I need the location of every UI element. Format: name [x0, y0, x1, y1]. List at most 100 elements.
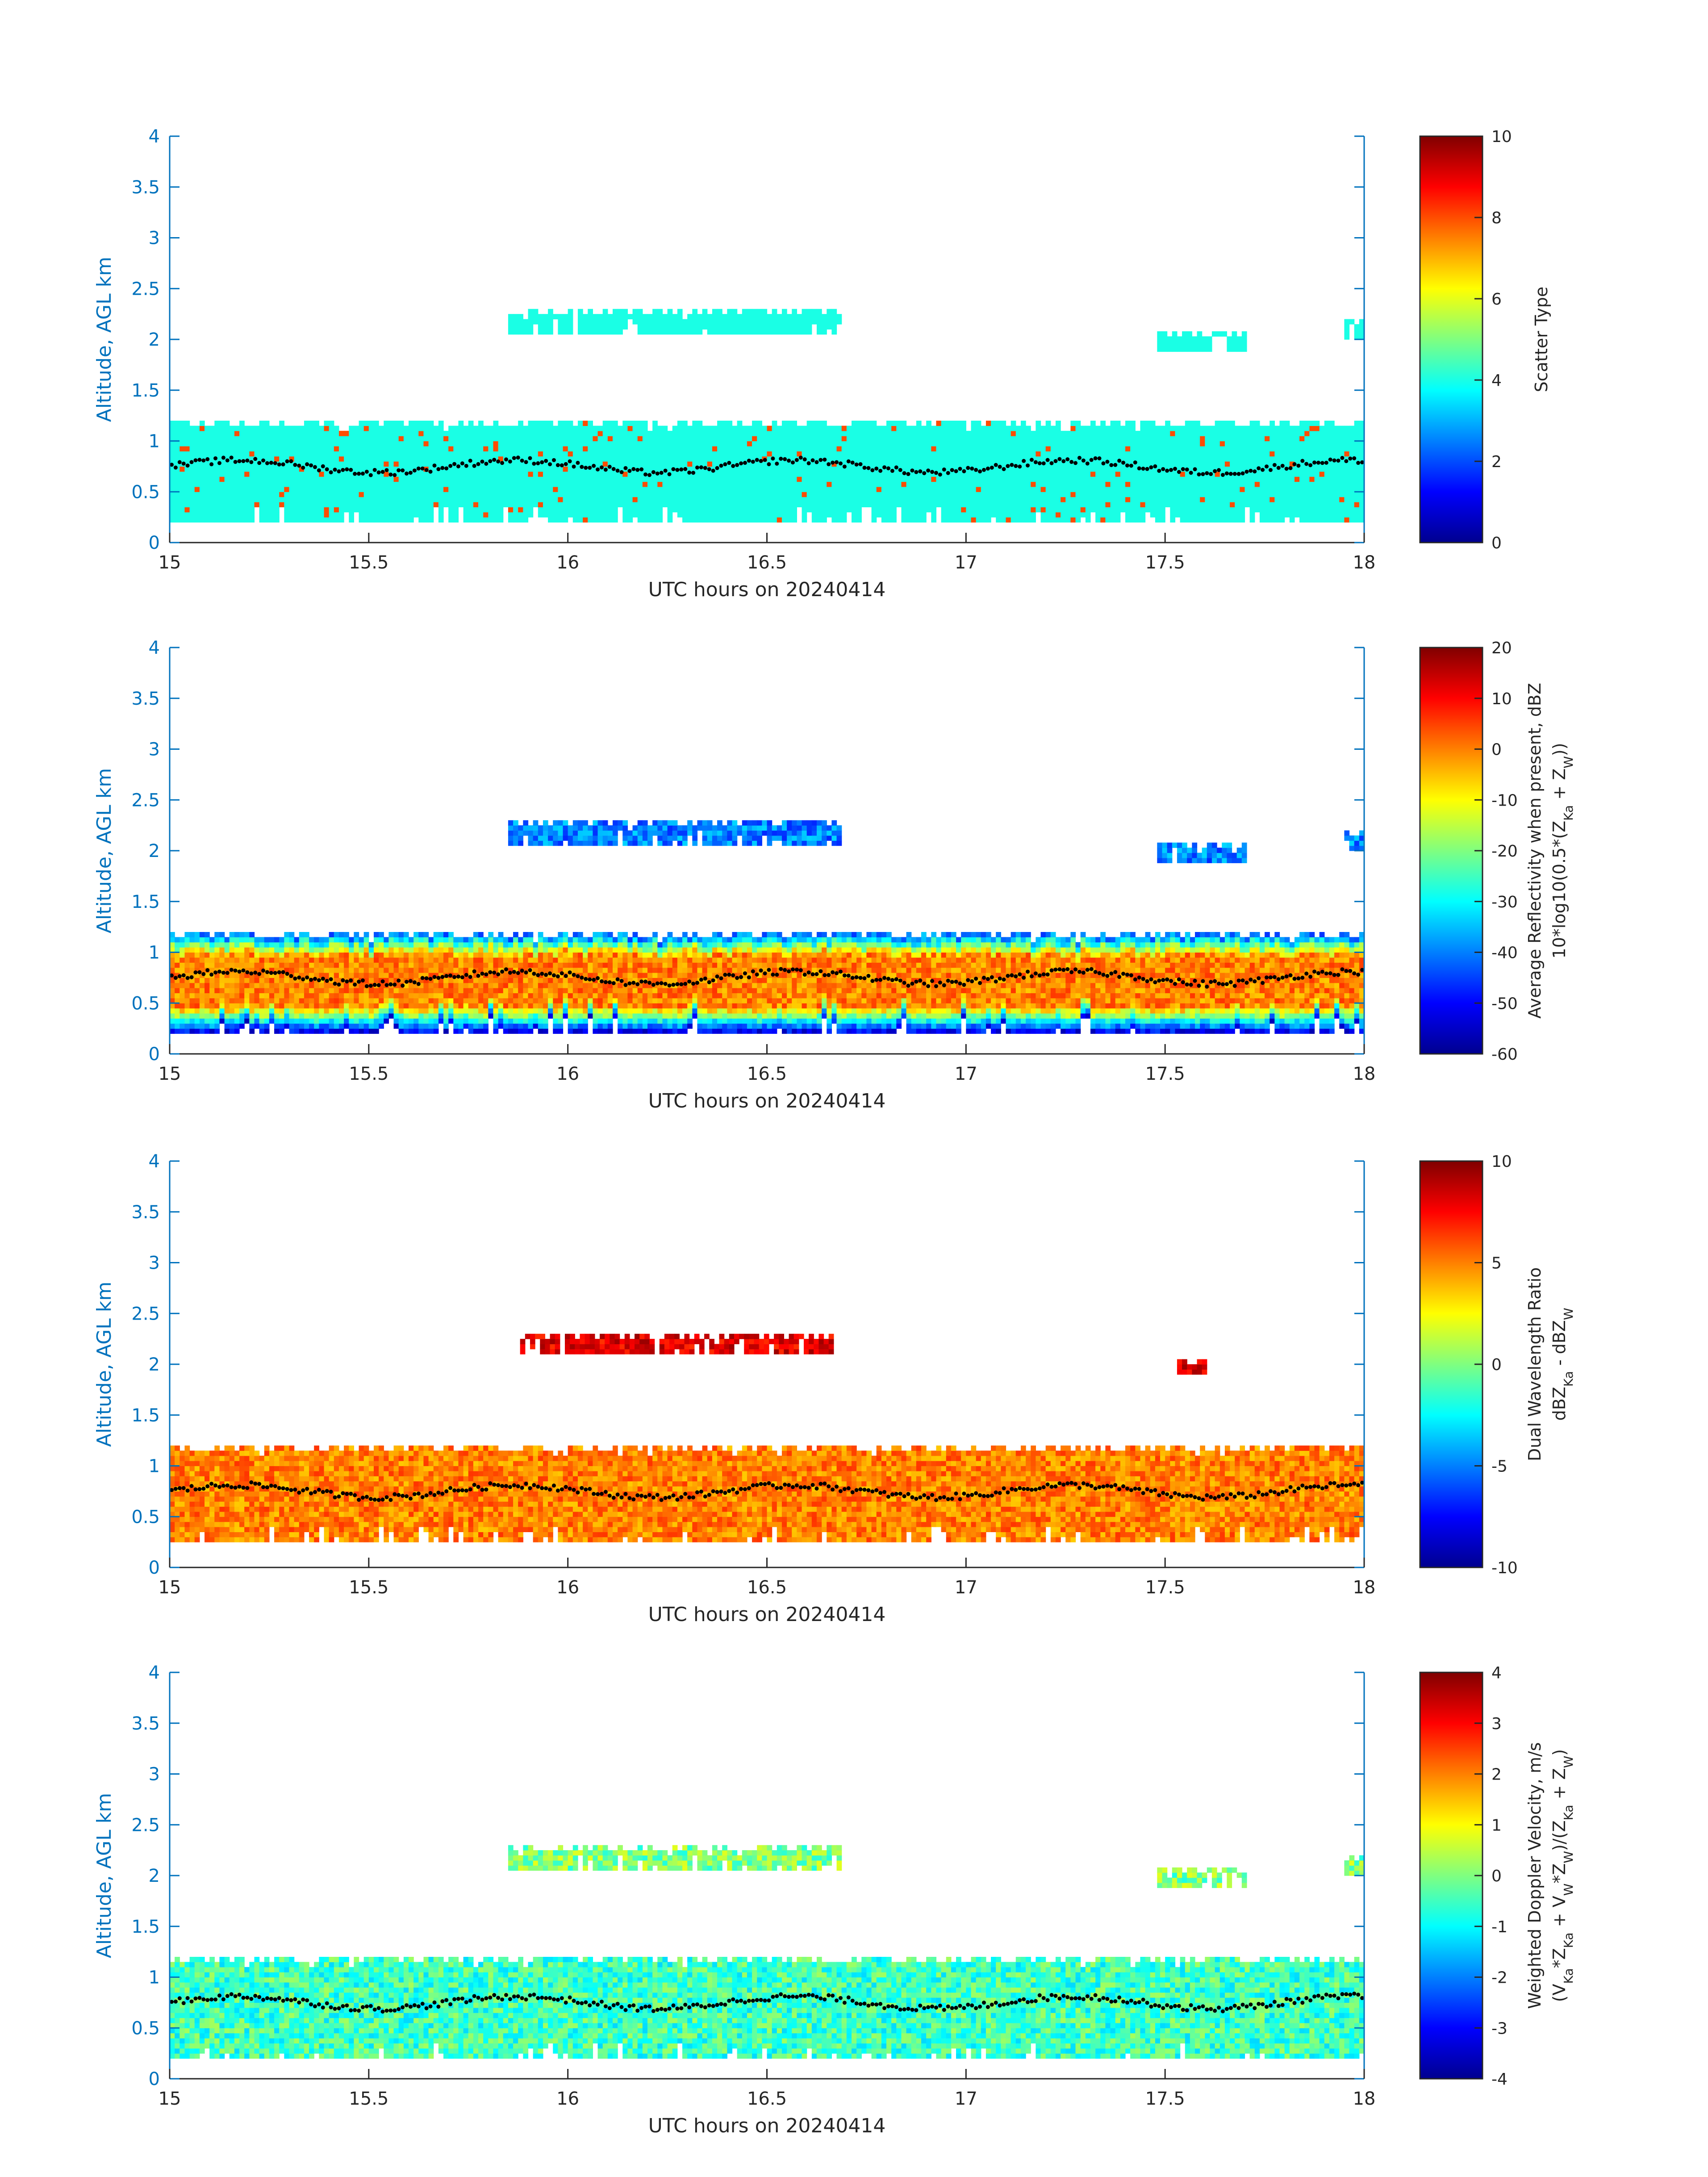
- heatmap-cell: [294, 497, 300, 502]
- heatmap-cell: [627, 451, 633, 456]
- heatmap-cell: [966, 436, 971, 441]
- heatmap-cell: [1061, 512, 1066, 518]
- heatmap-cell: [209, 492, 215, 497]
- heatmap-cell: [458, 446, 464, 451]
- heatmap-cell: [891, 421, 897, 426]
- heatmap-cell: [443, 461, 449, 467]
- heatmap-cell: [936, 476, 941, 482]
- heatmap-cell: [881, 436, 887, 441]
- heatmap-cell: [239, 431, 245, 436]
- heatmap-cell: [409, 517, 414, 522]
- heatmap-cell: [1031, 487, 1036, 492]
- heatmap-cell: [782, 497, 787, 502]
- heatmap-cell: [523, 507, 528, 512]
- heatmap-cell: [399, 502, 404, 507]
- heatmap-cell: [931, 497, 936, 502]
- heatmap-cell: [344, 461, 349, 467]
- heatmap-cell: [1006, 441, 1011, 447]
- heatmap-cell: [896, 487, 902, 492]
- heatmap-cell: [478, 436, 484, 441]
- heatmap-cell: [1111, 512, 1116, 518]
- heatmap-cell: [209, 441, 215, 447]
- heatmap-cell: [991, 446, 996, 451]
- heatmap-cell: [205, 436, 210, 441]
- heatmap-cell: [259, 497, 265, 502]
- heatmap-cell: [563, 492, 568, 497]
- heatmap-cell: [379, 441, 384, 447]
- heatmap-cell: [1041, 431, 1046, 436]
- heatmap-cell: [170, 451, 175, 456]
- heatmap-cell: [1026, 426, 1031, 431]
- heatmap-cell: [647, 476, 653, 482]
- heatmap-cell: [429, 451, 434, 456]
- heatmap-cell: [170, 512, 175, 518]
- heatmap-cell: [1001, 446, 1006, 451]
- heatmap-cell: [434, 487, 439, 492]
- heatmap-cell: [443, 431, 449, 436]
- heatmap-cell: [901, 441, 906, 447]
- heatmap-cell: [643, 456, 648, 462]
- heatmap-cell: [523, 451, 528, 456]
- heatmap-cell: [299, 502, 305, 507]
- heatmap-cell: [1041, 512, 1046, 518]
- heatmap-cell: [180, 476, 185, 482]
- heatmap-cell: [468, 482, 474, 487]
- heatmap-cell: [946, 507, 952, 512]
- heatmap-cell: [971, 456, 976, 462]
- heatmap-cell: [214, 512, 220, 518]
- heatmap-cell: [1155, 492, 1161, 497]
- heatmap-cell: [652, 436, 658, 441]
- heatmap-cell: [747, 441, 752, 447]
- heatmap-cell: [404, 431, 409, 436]
- heatmap-cell: [568, 487, 573, 492]
- heatmap-cell: [578, 502, 583, 507]
- heatmap-cell: [677, 436, 683, 441]
- heatmap-cell: [374, 451, 379, 456]
- heatmap-cell: [1090, 421, 1096, 426]
- heatmap-cell: [190, 431, 195, 436]
- heatmap-cell: [1006, 426, 1011, 431]
- heatmap-cell: [866, 421, 872, 426]
- heatmap-cell: [493, 472, 498, 477]
- heatmap-cell: [797, 431, 802, 436]
- heatmap-cell: [787, 502, 792, 507]
- heatmap-cell: [473, 446, 479, 451]
- heatmap-cell: [643, 492, 648, 497]
- heatmap-cell: [568, 421, 573, 426]
- heatmap-cell: [921, 512, 927, 518]
- heatmap-cell: [493, 497, 498, 502]
- heatmap-cell: [493, 476, 498, 482]
- heatmap-cell: [488, 492, 493, 497]
- heatmap-cell: [388, 466, 394, 472]
- heatmap-cell: [364, 456, 369, 462]
- heatmap-cell: [578, 507, 583, 512]
- heatmap-cell: [707, 482, 713, 487]
- heatmap-cell: [772, 492, 777, 497]
- heatmap-cell: [976, 446, 981, 451]
- heatmap-cell: [842, 446, 847, 451]
- heatmap-cell: [702, 512, 708, 518]
- heatmap-cell: [638, 451, 643, 456]
- heatmap-cell: [702, 476, 708, 482]
- heatmap-cell: [443, 446, 449, 451]
- heatmap-cell: [622, 456, 628, 462]
- heatmap-cell: [498, 507, 504, 512]
- heatmap-cell: [966, 482, 971, 487]
- heatmap-cell: [184, 472, 190, 477]
- heatmap-cell: [603, 492, 608, 497]
- heatmap-cell: [518, 436, 523, 441]
- heatmap-cell: [404, 426, 409, 431]
- heatmap-cell: [891, 517, 897, 522]
- heatmap-cell: [647, 446, 653, 451]
- heatmap-cell: [916, 421, 922, 426]
- heatmap-cell: [941, 461, 947, 467]
- heatmap-cell: [976, 451, 981, 456]
- heatmap-cell: [354, 426, 359, 431]
- heatmap-cell: [752, 436, 757, 441]
- heatmap-cell: [528, 446, 534, 451]
- heatmap-cell: [956, 451, 961, 456]
- heatmap-cell: [209, 466, 215, 472]
- heatmap-cell: [274, 426, 280, 431]
- heatmap-cell: [608, 446, 613, 451]
- heatmap-cell: [438, 482, 444, 487]
